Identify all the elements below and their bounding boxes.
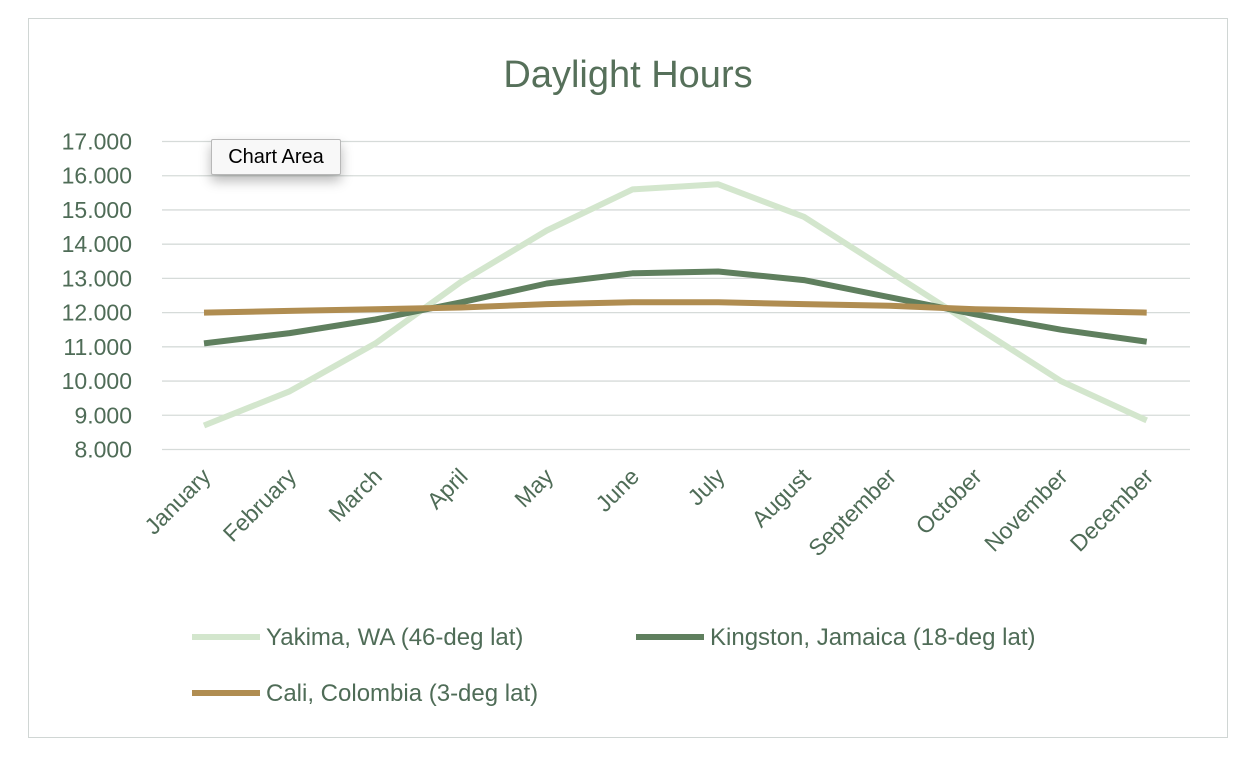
chart-area[interactable] [28, 18, 1228, 738]
y-tick-label: 13.000 [62, 265, 132, 291]
series-line-1[interactable] [203, 268, 1148, 347]
y-tick-label: 17.000 [62, 129, 132, 155]
chart-area-tooltip: Chart Area [211, 139, 341, 175]
legend-label: Cali, Colombia (3-deg lat) [266, 680, 538, 707]
x-tick-label: April [422, 463, 473, 514]
legend-label: Kingston, Jamaica (18-deg lat) [710, 624, 1036, 651]
y-tick-label: 12.000 [62, 300, 132, 326]
x-tick-label: November [979, 463, 1073, 557]
x-tick-label: March [323, 463, 387, 527]
x-tick-label: December [1065, 463, 1159, 557]
y-tick-label: 11.000 [63, 334, 132, 360]
legend: Yakima, WA (46-deg lat) Kingston, Jamaica… [192, 624, 1036, 707]
y-axis-tick-labels: 8.000 9.000 10.000 11.000 12.000 13.000 14.000… [62, 129, 132, 463]
y-tick-label: 15.000 [62, 197, 132, 223]
series-lines [202, 181, 1148, 429]
chart-title: Daylight Hours [503, 54, 752, 96]
x-tick-label: September [803, 463, 901, 561]
legend-label: Yakima, WA (46-deg lat) [266, 624, 523, 651]
x-tick-label: February [218, 463, 302, 547]
x-tick-label: August [746, 463, 815, 532]
x-tick-label: May [509, 463, 558, 512]
x-tick-label: July [682, 463, 730, 511]
series-line-0[interactable] [202, 181, 1148, 429]
y-tick-label: 14.000 [62, 231, 132, 257]
x-axis-tick-labels: January February March April May June July Augu… [139, 463, 1158, 561]
y-tick-label: 10.000 [62, 368, 132, 394]
x-tick-label: January [139, 463, 216, 540]
x-tick-label: October [911, 463, 987, 539]
x-tick-label: June [590, 463, 644, 517]
y-tick-label: 9.000 [74, 402, 132, 428]
series-line-2[interactable] [203, 299, 1147, 316]
y-tick-label: 8.000 [74, 437, 132, 463]
y-tick-label: 16.000 [62, 163, 132, 189]
